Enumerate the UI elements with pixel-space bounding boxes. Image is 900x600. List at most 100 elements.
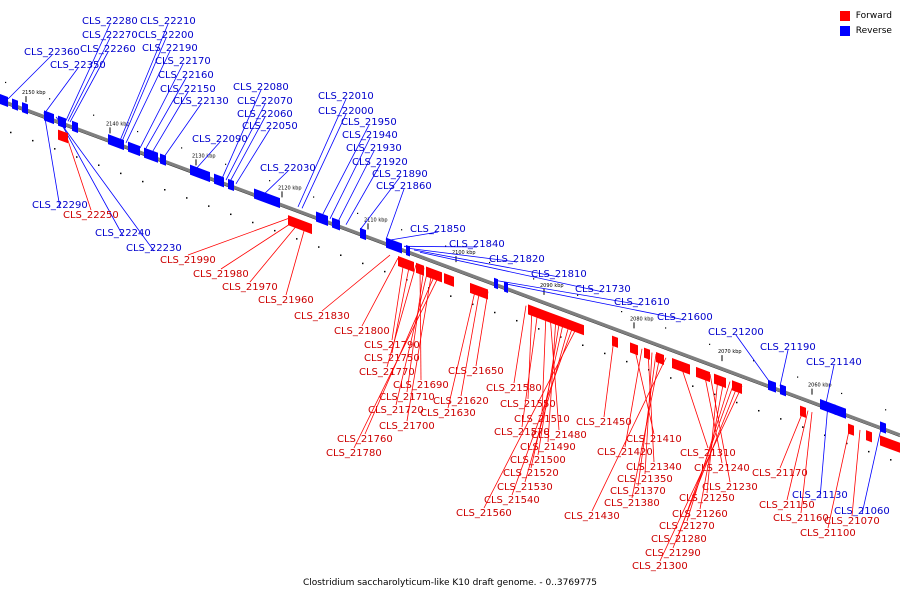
coverage-dot — [357, 212, 359, 215]
reverse-leader-line — [861, 424, 883, 515]
coverage-dot — [714, 393, 716, 396]
reverse-leader-line — [163, 103, 202, 158]
reverse-gene-label: CLS_21730 — [575, 284, 631, 295]
reverse-gene-arrow — [190, 164, 210, 183]
coverage-dot — [758, 409, 760, 412]
forward-gene-label: CLS_21620 — [433, 396, 489, 407]
forward-swatch — [839, 10, 850, 21]
coverage-dot — [665, 327, 667, 329]
reverse-leader-line — [359, 176, 401, 231]
reverse-gene-label: CLS_21060 — [834, 506, 890, 517]
forward-leader-line — [391, 260, 405, 341]
reverse-gene-arrow — [22, 102, 28, 115]
reverse-gene-arrow — [768, 379, 776, 393]
forward-gene-arrow — [444, 273, 454, 287]
legend-forward: Forward — [839, 8, 892, 23]
reverse-gene-label: CLS_22010 — [318, 91, 374, 102]
forward-gene-label: CLS_21720 — [368, 405, 424, 416]
reverse-gene-label: CLS_21810 — [531, 269, 587, 280]
coverage-dot — [5, 81, 7, 84]
reverse-leader-line — [819, 403, 829, 499]
reverse-leader-line — [301, 113, 347, 209]
forward-gene-label: CLS_21690 — [393, 380, 449, 391]
coverage-dot — [32, 139, 34, 142]
forward-leader-line — [249, 221, 301, 283]
reverse-leader-line — [225, 103, 266, 181]
coverage-dot — [516, 319, 518, 322]
forward-gene-arrow — [528, 304, 550, 323]
coverage-dot — [846, 442, 848, 445]
reverse-gene-label: CLS_22240 — [95, 228, 151, 239]
reverse-leader-line — [65, 23, 111, 121]
reverse-gene-label: CLS_21850 — [410, 224, 466, 235]
coverage-dot — [802, 426, 804, 428]
forward-leader-line — [460, 288, 481, 397]
forward-leader-line — [851, 429, 861, 517]
forward-leader-line — [483, 324, 579, 509]
forward-gene-label: CLS_21560 — [456, 508, 512, 519]
forward-gene-arrow — [848, 423, 854, 436]
reverse-leader-line — [825, 364, 835, 404]
reverse-gene-label: CLS_21200 — [708, 327, 764, 338]
forward-gene-label: CLS_21150 — [759, 500, 815, 511]
coverage-dot — [269, 180, 271, 182]
tick-label: 2110 kbp — [364, 217, 388, 223]
reverse-leader-line — [385, 188, 405, 240]
reverse-gene-label: CLS_21860 — [376, 181, 432, 192]
forward-gene-label: CLS_21480 — [531, 430, 587, 441]
forward-leader-line — [406, 270, 433, 422]
forward-gene-arrow — [714, 373, 726, 389]
reverse-gene-label: CLS_21190 — [760, 342, 816, 353]
reverse-gene-label: CLS_22350 — [50, 60, 106, 71]
reverse-gene-arrow — [360, 227, 366, 241]
forward-gene-label: CLS_21700 — [379, 421, 435, 432]
coverage-dot — [736, 401, 738, 404]
reverse-leader-line — [55, 116, 155, 252]
reverse-gene-label: CLS_22090 — [192, 134, 248, 145]
forward-leader-line — [706, 377, 719, 494]
forward-leader-line — [321, 254, 391, 312]
coverage-dot — [274, 229, 276, 232]
reverse-gene-label: CLS_22030 — [260, 163, 316, 174]
forward-gene-label: CLS_21300 — [632, 561, 688, 572]
forward-gene-label: CLS_21280 — [651, 534, 707, 545]
reverse-gene-arrow — [12, 98, 18, 111]
coverage-dot — [225, 163, 227, 165]
coverage-dot — [890, 459, 892, 461]
reverse-gene-label: CLS_22260 — [80, 44, 136, 55]
reverse-gene-label: CLS_22360 — [24, 47, 80, 58]
coverage-dot — [208, 205, 210, 207]
reverse-leader-line — [57, 117, 124, 237]
reverse-leader-line — [503, 283, 686, 321]
coverage-dot — [54, 148, 56, 150]
coverage-dot — [76, 156, 78, 158]
forward-gene-label: CLS_21100 — [800, 528, 856, 539]
forward-gene-arrow — [732, 380, 742, 395]
reverse-leader-line — [779, 349, 789, 387]
reverse-gene-arrow — [494, 277, 498, 290]
forward-gene-label: CLS_21530 — [497, 482, 553, 493]
reverse-leader-line — [125, 50, 171, 144]
coverage-dot — [49, 98, 51, 100]
reverse-leader-line — [69, 51, 109, 123]
reverse-gene-label: CLS_22210 — [140, 16, 196, 27]
forward-gene-label: CLS_21270 — [659, 521, 715, 532]
forward-gene-arrow — [672, 357, 690, 375]
forward-gene-arrow — [288, 215, 306, 232]
reverse-gene-arrow — [128, 141, 140, 157]
reverse-gene-label: CLS_21840 — [449, 239, 505, 250]
coverage-dot — [692, 385, 694, 387]
reverse-gene-label: CLS_22130 — [173, 96, 229, 107]
forward-gene-arrow — [644, 347, 650, 360]
coverage-dot — [230, 213, 232, 216]
coverage-dot — [670, 377, 672, 379]
forward-gene-label: CLS_21770 — [359, 367, 415, 378]
reverse-gene-label: CLS_22270 — [82, 30, 138, 41]
forward-gene-label: CLS_21160 — [773, 513, 829, 524]
reverse-gene-arrow — [160, 153, 166, 166]
coverage-dot — [362, 262, 364, 265]
forward-gene-label: CLS_21540 — [484, 495, 540, 506]
forward-gene-label: CLS_21990 — [160, 255, 216, 266]
coverage-dot — [384, 270, 386, 273]
